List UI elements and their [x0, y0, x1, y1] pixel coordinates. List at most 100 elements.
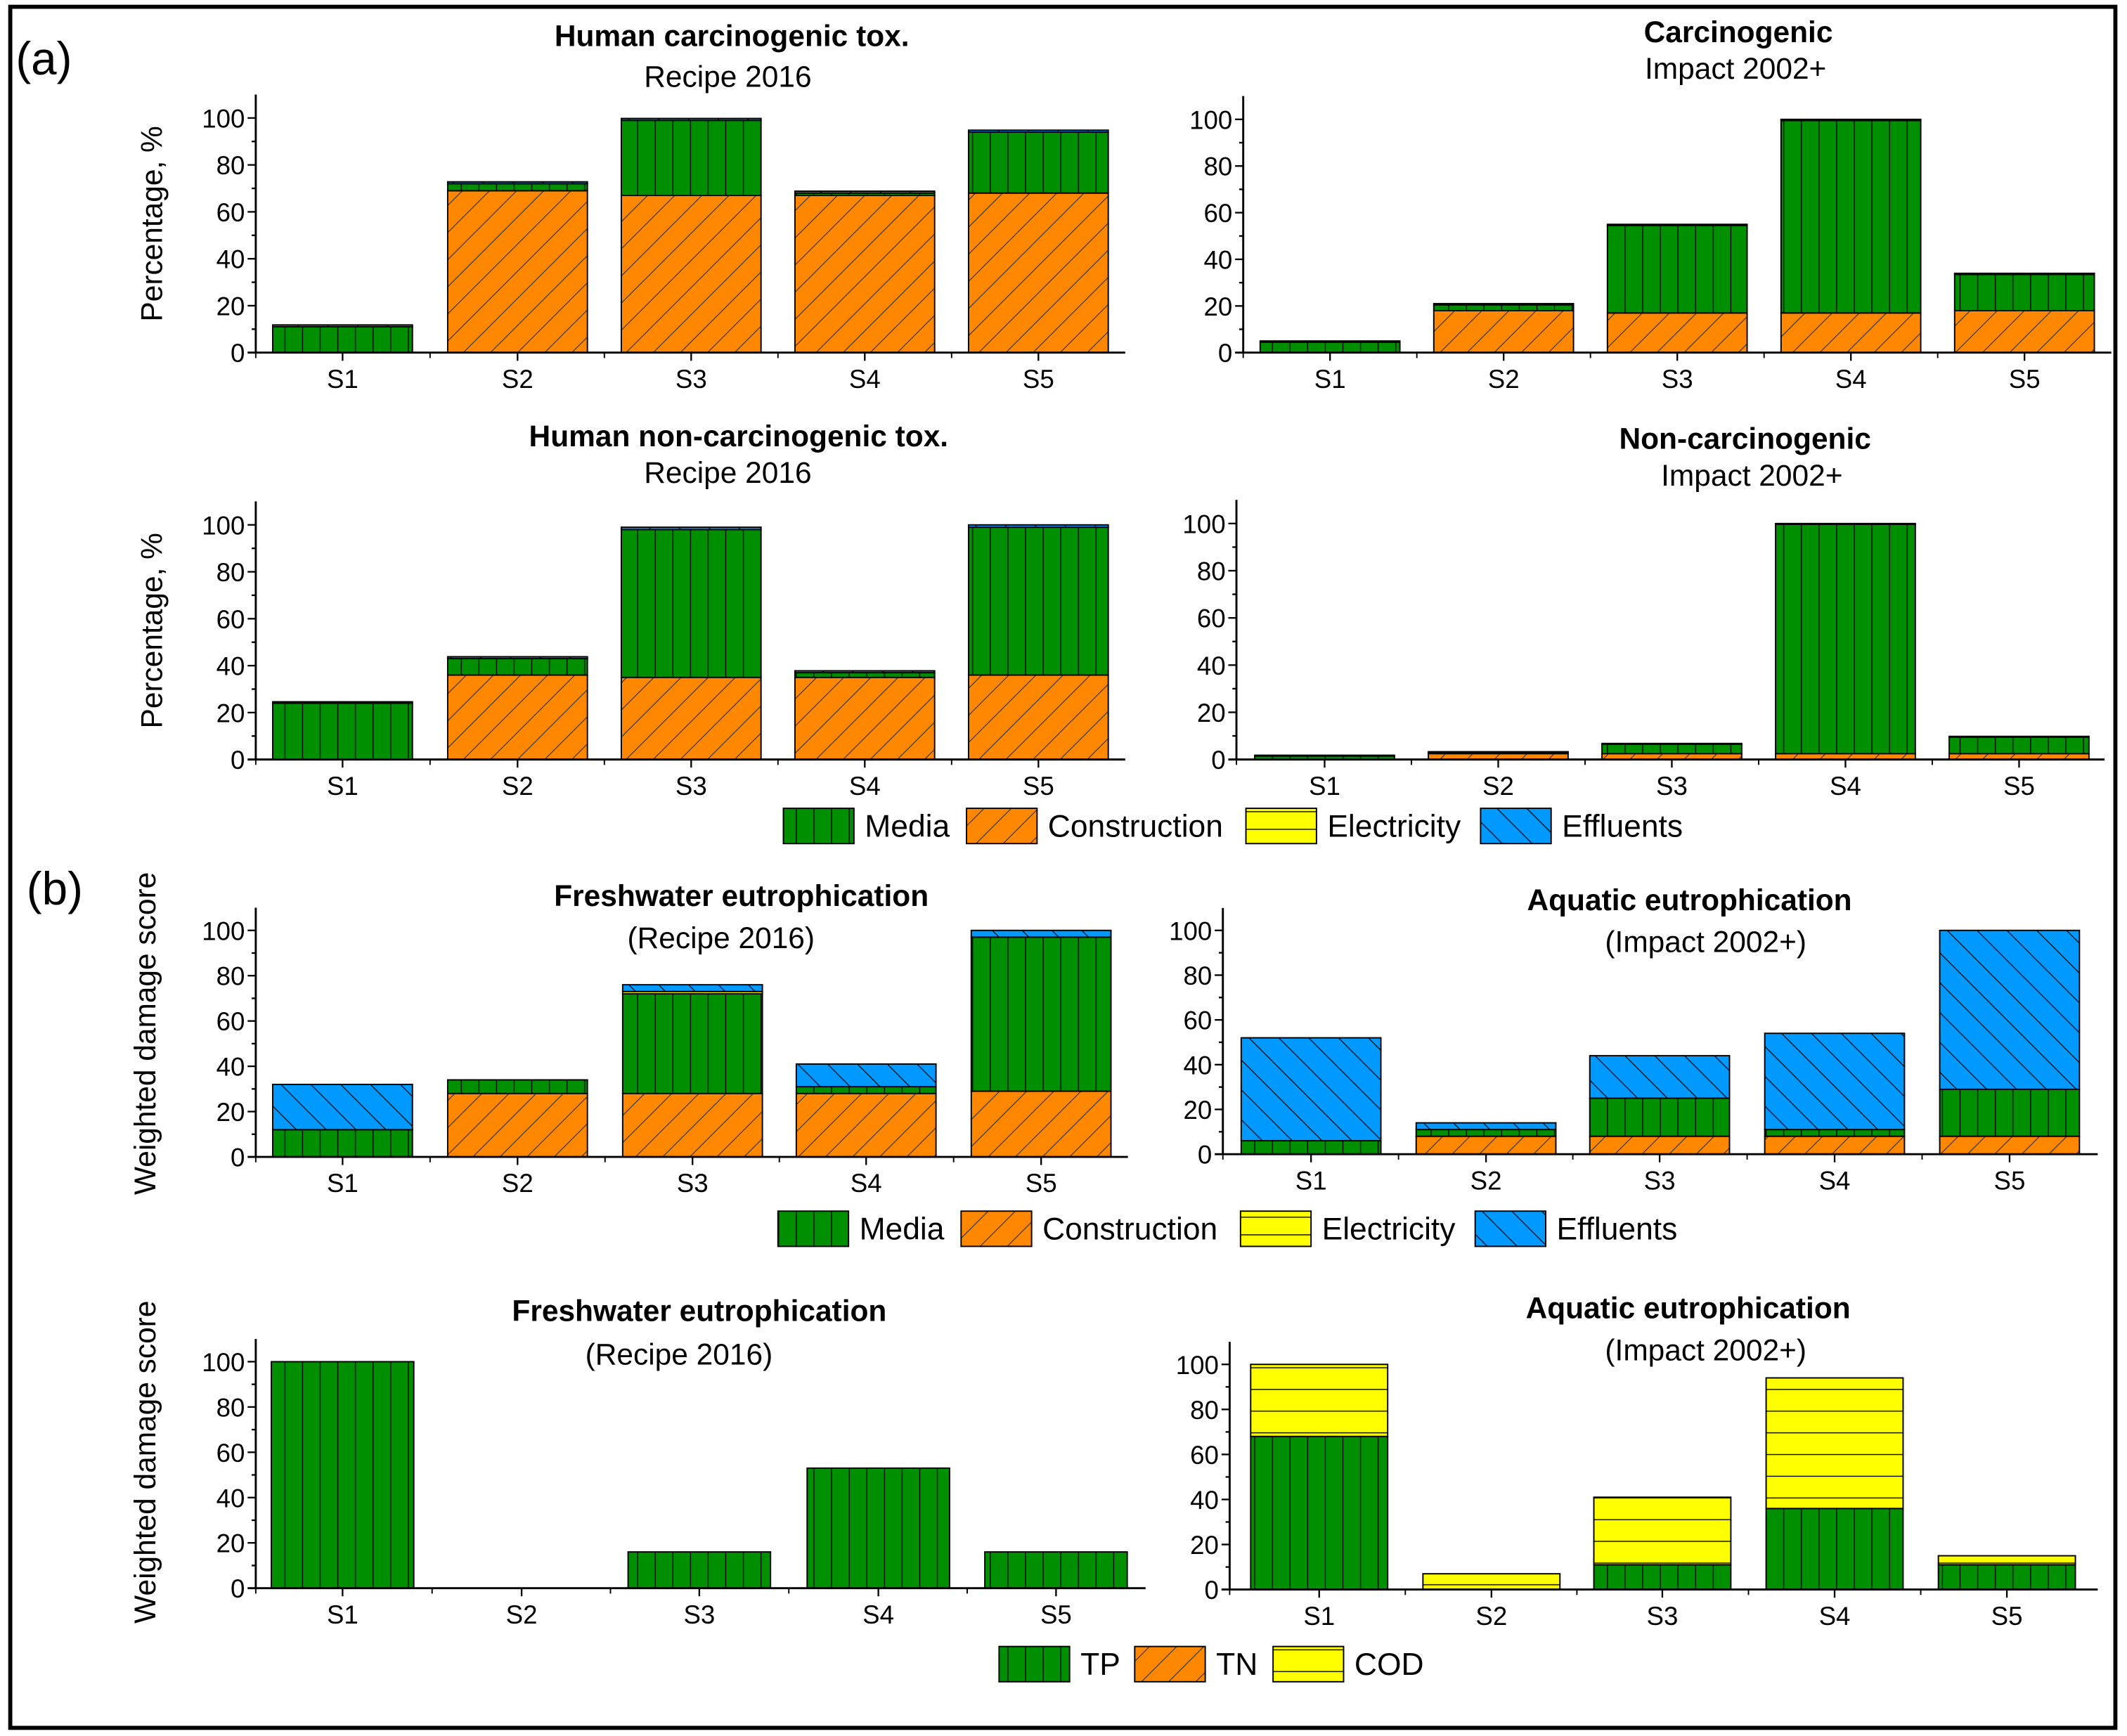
legend-swatch-tp	[998, 1645, 1071, 1683]
bar-tp-s1	[1250, 1435, 1389, 1591]
x-tick-label: S1	[1314, 365, 1346, 394]
bar-cod-s5	[1937, 1555, 2076, 1566]
bar-tp-s3	[1593, 1564, 1732, 1591]
chart-title: Human non-carcinogenic tox.	[529, 420, 949, 453]
bar-cod-s3	[1593, 1496, 1732, 1566]
bar-media-s4	[795, 1086, 937, 1094]
y-tick-label: 60	[1184, 1006, 1213, 1035]
y-tick-label: 0	[1205, 1576, 1219, 1605]
y-tick-label: 100	[202, 511, 245, 540]
bar-media-s4	[1775, 523, 1916, 755]
x-tick-label: S1	[327, 365, 358, 394]
x-tick-label: S5	[1991, 1602, 2023, 1631]
legend-label-electricity: Electricity	[1327, 810, 1461, 844]
bar-media-s5	[1939, 1088, 2081, 1137]
x-tick-label: S4	[1830, 772, 1861, 801]
legend-label-media: Media	[865, 810, 950, 844]
x-tick-label: S2	[1475, 1602, 1507, 1631]
legend-label-tp: TP	[1080, 1647, 1120, 1682]
x-tick-label: S1	[327, 1169, 358, 1198]
legend-3: TP TN COD	[998, 1645, 1424, 1683]
chart-title: Aquatic eutrophication	[1527, 883, 1851, 916]
x-tick-label: S5	[1023, 365, 1054, 394]
bar-effluents-s2	[1433, 303, 1575, 306]
bar-effluents-s1	[1240, 1037, 1382, 1142]
bar-effluents-s2	[1428, 751, 1569, 753]
bar-effluents-s5	[1953, 272, 2095, 276]
figure-frame	[8, 4, 2118, 1730]
y-tick-label: 40	[1184, 1051, 1213, 1080]
y-tick-label: 60	[1203, 199, 1232, 228]
chart-7: Freshwater eutrophication (Recipe 2016) We…	[129, 1295, 1146, 1629]
bar-construction-s2	[1433, 310, 1575, 354]
y-tick-label: 40	[216, 1484, 245, 1512]
legend-label-media: Media	[860, 1212, 945, 1247]
legend-2: Media Construction Electricity Effluents	[777, 1210, 1677, 1248]
legend-swatch-effluents	[1474, 1210, 1546, 1248]
y-tick-label: 100	[202, 1348, 245, 1377]
bar-effluents-s4	[1764, 1032, 1906, 1131]
x-tick-label: S4	[1819, 1166, 1851, 1195]
x-tick-label: S5	[1994, 1166, 2026, 1195]
legend-label-effluents: Effluents	[1556, 1212, 1677, 1247]
chart-2: Carcinogenic Impact 2002+ S1 S2 S3 S4 S5 0 20 40 6…	[1189, 15, 2112, 394]
y-tick-label: 80	[1203, 153, 1232, 181]
y-tick-label: 60	[1197, 604, 1226, 633]
x-tick-label: S5	[2003, 772, 2035, 801]
y-tick-label: 20	[216, 292, 245, 320]
legend-swatch-media	[782, 808, 855, 845]
bar-media-s5	[967, 131, 1109, 194]
legend-swatch-electricity	[1245, 808, 1317, 845]
y-tick-label: 80	[1190, 1396, 1219, 1425]
y-tick-label: 40	[1190, 1486, 1219, 1515]
bar-effluents-s2	[1415, 1122, 1557, 1131]
bar-media-s2	[446, 183, 588, 192]
bar-tp-s5	[984, 1551, 1128, 1589]
bar-effluents-s4	[1780, 118, 1922, 122]
y-tick-label: 40	[216, 1053, 245, 1082]
bar-effluents-s2	[446, 181, 588, 185]
chart-title: Aquatic eutrophication	[1526, 1292, 1851, 1325]
bar-tp-s4	[1765, 1508, 1904, 1591]
y-tick-label: 100	[202, 104, 245, 133]
y-tick-label: 80	[216, 151, 245, 180]
y-tick-label: 0	[231, 339, 245, 368]
chart-subtitle: Recipe 2016	[644, 456, 811, 489]
x-tick-label: S1	[327, 772, 358, 801]
y-tick-label: 100	[202, 916, 245, 945]
bar-media-s1	[272, 1129, 413, 1158]
legend-label-cod: COD	[1355, 1647, 1424, 1682]
bar-media-s3	[1601, 743, 1743, 755]
y-axis-label: Weighted damage score	[129, 872, 162, 1195]
y-tick-label: 40	[1203, 245, 1232, 274]
bar-media-s5	[970, 936, 1112, 1092]
legend-swatch-media	[777, 1210, 850, 1248]
bar-effluents-s1	[272, 1083, 413, 1131]
chart-title: Non-carcinogenic	[1619, 422, 1870, 455]
y-tick-label: 80	[216, 558, 245, 587]
chart-subtitle: (Recipe 2016)	[627, 921, 815, 954]
bar-construction-s4	[794, 676, 936, 760]
y-tick-label: 60	[1190, 1441, 1219, 1470]
x-tick-label: S3	[1644, 1166, 1676, 1195]
bar-effluents-s3	[1606, 224, 1748, 226]
legend-swatch-electricity	[1239, 1210, 1312, 1248]
bar-media-s1	[1240, 1140, 1382, 1155]
y-tick-label: 0	[1218, 339, 1232, 368]
x-tick-label: S1	[1295, 1166, 1327, 1195]
legend-label-effluents: Effluents	[1562, 810, 1683, 844]
bar-media-s2	[1433, 304, 1575, 311]
chart-title: Carcinogenic	[1644, 15, 1833, 48]
bar-effluents-s5	[1939, 929, 2081, 1090]
bar-effluents-s3	[620, 117, 762, 122]
y-tick-label: 60	[216, 605, 245, 634]
x-tick-label: S3	[1647, 1602, 1679, 1631]
y-tick-label: 20	[1184, 1096, 1213, 1125]
chart-subtitle: Impact 2002+	[1645, 52, 1826, 85]
bar-cod-s1	[1250, 1363, 1389, 1437]
x-tick-label: S2	[502, 772, 534, 801]
bar-media-s3	[1606, 224, 1748, 314]
bar-effluents-s3	[621, 984, 763, 992]
chart-subtitle: Impact 2002+	[1661, 459, 1842, 492]
